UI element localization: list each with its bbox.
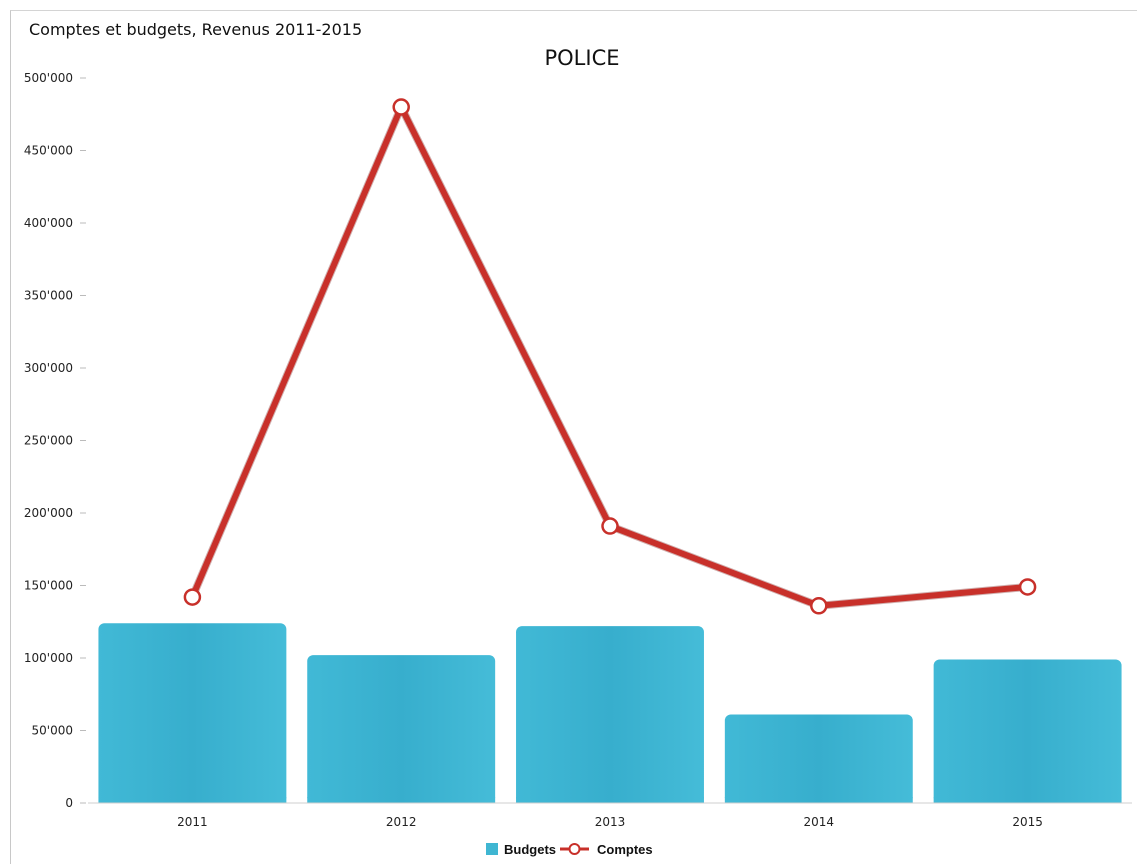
comptes-point-2012 [392, 98, 410, 116]
legend-comptes-label: Comptes [597, 842, 653, 857]
x-tick-label: 2014 [804, 815, 835, 829]
budgets-series [98, 623, 1122, 803]
comptes-point-2014 [810, 597, 828, 615]
x-tick-label: 2011 [177, 815, 208, 829]
y-tick-label: 500'000 [24, 71, 73, 85]
budget-bar-2015 [933, 659, 1122, 803]
y-tick-label: 450'000 [24, 144, 73, 158]
budget-bar-base [307, 797, 496, 803]
y-tick-label: 250'000 [24, 434, 73, 448]
y-tick-label: 50'000 [32, 724, 73, 738]
budget-bar-2014 [724, 714, 913, 803]
budget-bar-2012 [307, 655, 496, 803]
budget-bar-base [933, 797, 1122, 803]
legend-comptes-marker [568, 843, 581, 855]
y-tick-label: 100'000 [24, 651, 73, 665]
comptes-point-2013 [601, 517, 619, 535]
budget-bar-2011 [98, 623, 287, 803]
y-tick-label: 350'000 [24, 289, 73, 303]
budget-bar-base [724, 797, 913, 803]
x-tick-label: 2012 [386, 815, 417, 829]
budget-bar-2013 [516, 626, 704, 803]
x-tick-label: 2015 [1012, 815, 1043, 829]
budget-bar-base [516, 797, 704, 803]
legend-budgets-swatch [486, 843, 498, 855]
x-axis: 2011 2012 2013 2014 2015 [88, 802, 1132, 829]
comptes-series [183, 98, 1037, 615]
comptes-point-2015 [1018, 578, 1037, 596]
chart-frame [10, 10, 1137, 864]
y-axis: 0 50'000 100'000 150'000 200'000 250'000 300'0… [24, 71, 86, 810]
page-title: Comptes et budgets, Revenus 2011-2015 [29, 20, 363, 39]
legend: Budgets Comptes [486, 842, 653, 857]
y-tick-label: 300'000 [24, 361, 73, 375]
chart-title: POLICE [544, 46, 620, 70]
y-tick-label: 200'000 [24, 506, 73, 520]
y-tick-label: 0 [65, 796, 73, 810]
legend-budgets-label: Budgets [504, 842, 556, 857]
budget-bar-base [98, 797, 287, 803]
comptes-point-2011 [183, 588, 202, 606]
y-tick-label: 150'000 [24, 579, 73, 593]
x-tick-label: 2013 [595, 815, 626, 829]
y-tick-label: 400'000 [24, 216, 73, 230]
